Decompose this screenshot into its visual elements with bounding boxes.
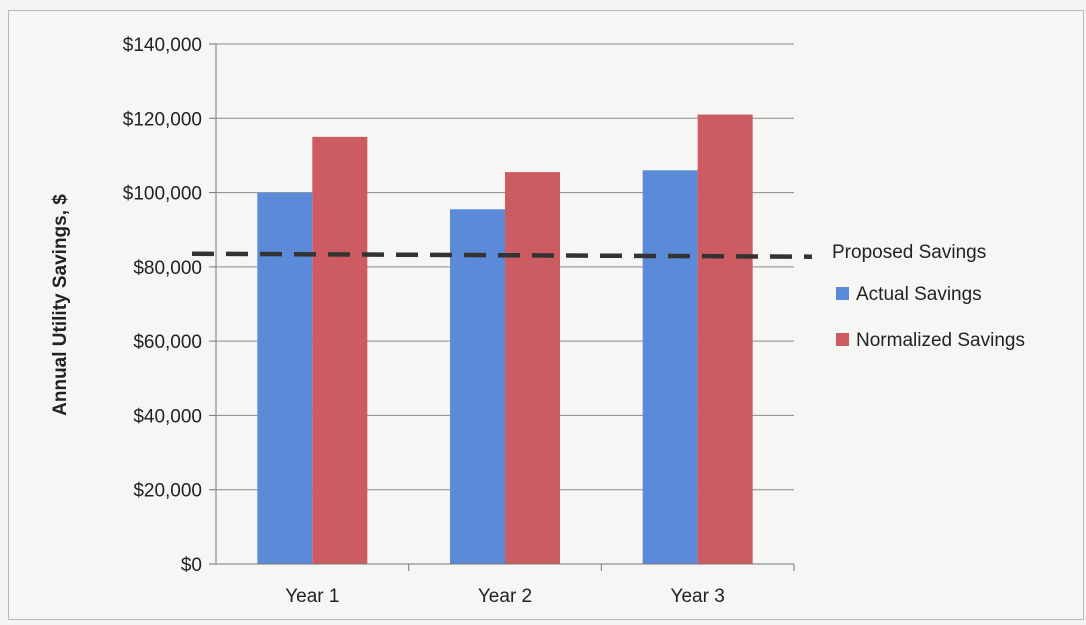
legend-swatch xyxy=(836,333,849,346)
legend-swatch xyxy=(836,287,849,300)
y-tick-label: $80,000 xyxy=(133,258,202,279)
y-axis-title: Annual Utility Savings, $ xyxy=(50,194,71,416)
legend-label: Actual Savings xyxy=(856,284,982,305)
bar-normalized-savings xyxy=(505,172,560,564)
y-tick-label: $40,000 xyxy=(133,406,202,427)
tick-labels: $0 $20,000 $40,000 $60,000 $80,000 $100,000 $1… xyxy=(123,35,725,607)
y-tick-label: $140,000 xyxy=(123,35,202,56)
bar-actual-savings xyxy=(642,170,698,565)
x-tick-label: Year 3 xyxy=(671,586,725,607)
legend: Proposed Savings Actual Savings Normalized… xyxy=(832,242,1025,351)
y-tick-label: $60,000 xyxy=(133,332,202,353)
bars xyxy=(257,114,753,565)
bar-actual-savings xyxy=(257,192,313,565)
bar-normalized-savings xyxy=(312,136,368,564)
y-tick-label: $0 xyxy=(181,555,202,576)
legend-label: Normalized Savings xyxy=(856,330,1025,351)
y-tick-label: $100,000 xyxy=(123,184,202,205)
y-tick-label: $120,000 xyxy=(123,109,202,130)
legend-label-proposed-savings: Proposed Savings xyxy=(832,242,986,263)
reference-line-group xyxy=(191,251,813,259)
x-tick-label: Year 2 xyxy=(478,586,532,607)
x-tick-label: Year 1 xyxy=(285,586,339,607)
y-tick-label: $20,000 xyxy=(133,481,202,502)
bar-actual-savings xyxy=(450,209,505,565)
axes xyxy=(209,43,795,571)
bar-normalized-savings xyxy=(697,114,753,565)
proposed-savings-line xyxy=(191,251,813,259)
